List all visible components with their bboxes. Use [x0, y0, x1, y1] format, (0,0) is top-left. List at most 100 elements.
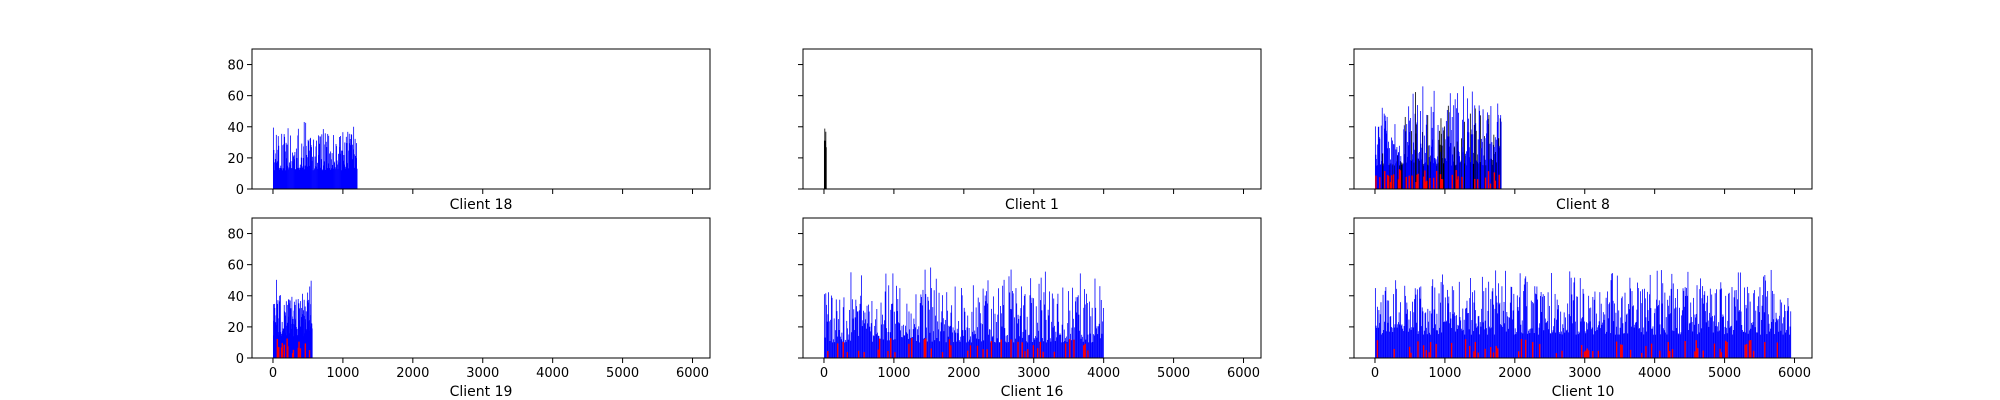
bar	[1483, 155, 1485, 189]
bar	[1495, 295, 1497, 358]
bar	[1379, 314, 1381, 358]
bar	[1374, 126, 1376, 189]
bar	[1448, 146, 1450, 189]
bar	[288, 167, 290, 189]
bar	[1774, 322, 1776, 358]
bar	[1528, 330, 1529, 358]
bar	[1622, 323, 1624, 358]
bar	[289, 303, 290, 358]
bar-secondary	[857, 350, 860, 358]
bar	[1718, 322, 1720, 358]
bar	[1734, 290, 1736, 358]
bar	[849, 340, 851, 358]
bar	[323, 161, 325, 189]
bar	[319, 136, 321, 189]
bar	[1401, 324, 1403, 358]
bar	[1030, 278, 1032, 358]
bar	[988, 334, 990, 358]
bar	[1769, 331, 1771, 358]
bar	[1642, 289, 1643, 358]
x-tick-label: 6000	[1227, 366, 1260, 381]
bar	[1436, 313, 1438, 358]
bar	[320, 159, 322, 189]
bar-secondary	[298, 341, 300, 358]
bar-secondary	[1429, 177, 1431, 189]
bar	[1757, 306, 1759, 358]
bar-secondary	[1473, 351, 1475, 358]
bar	[306, 154, 308, 189]
bar	[1496, 302, 1498, 358]
bar	[1412, 327, 1414, 358]
bar	[1459, 317, 1461, 358]
bar	[972, 331, 974, 358]
bar	[998, 288, 999, 358]
bar	[320, 167, 322, 189]
bar	[356, 143, 357, 189]
bar	[1633, 327, 1635, 358]
bar	[298, 167, 300, 189]
bar	[856, 306, 857, 358]
bar	[1019, 315, 1021, 358]
bar	[1462, 308, 1464, 358]
bar	[935, 278, 937, 358]
bar	[962, 330, 964, 358]
bar	[929, 332, 931, 358]
bar	[850, 272, 852, 358]
bar	[1086, 303, 1088, 358]
bar	[1416, 322, 1418, 358]
bar	[1403, 125, 1405, 189]
bar	[1442, 274, 1443, 358]
bar	[1419, 160, 1421, 189]
bar	[855, 299, 857, 358]
y-tick-label: 80	[227, 228, 244, 243]
bar	[963, 335, 964, 358]
bar	[898, 322, 899, 358]
bar	[974, 330, 976, 358]
bar	[317, 162, 318, 189]
bar	[1414, 149, 1415, 189]
bar	[1589, 321, 1591, 358]
bar	[1701, 298, 1703, 358]
bar	[1404, 116, 1406, 189]
bar	[1525, 276, 1527, 358]
bar	[1445, 139, 1447, 189]
bar	[1463, 139, 1465, 189]
bar	[906, 303, 908, 358]
bar-secondary	[1713, 343, 1716, 358]
bar	[1513, 293, 1515, 358]
bar	[1489, 143, 1491, 189]
bar	[965, 342, 967, 358]
bar-secondary	[1415, 182, 1417, 189]
bar	[1384, 290, 1386, 358]
bar	[978, 339, 980, 358]
bar	[1388, 300, 1390, 358]
bar	[1630, 288, 1631, 358]
bar	[1069, 310, 1071, 358]
bar	[1408, 106, 1410, 189]
bar-secondary	[1386, 174, 1389, 189]
bar	[1534, 286, 1536, 358]
bar	[1529, 333, 1531, 358]
bar	[327, 133, 329, 189]
bar	[1754, 327, 1756, 358]
bar	[1563, 312, 1565, 358]
bar	[1502, 310, 1504, 358]
bar-secondary	[1669, 350, 1671, 358]
bar	[1426, 334, 1428, 358]
bar	[1649, 274, 1651, 358]
bar	[1415, 133, 1417, 189]
bar	[1770, 328, 1771, 358]
bar	[993, 296, 994, 358]
bar	[1788, 334, 1790, 358]
bar-secondary	[1702, 350, 1704, 358]
bar	[1625, 321, 1627, 358]
bar	[1519, 297, 1520, 358]
bar-secondary	[1474, 178, 1476, 189]
bar	[1539, 323, 1541, 358]
bar	[1481, 164, 1483, 189]
bar	[1651, 328, 1652, 358]
bar	[342, 160, 344, 189]
bar	[1763, 312, 1765, 358]
bar	[1579, 332, 1580, 358]
bar	[942, 295, 943, 358]
